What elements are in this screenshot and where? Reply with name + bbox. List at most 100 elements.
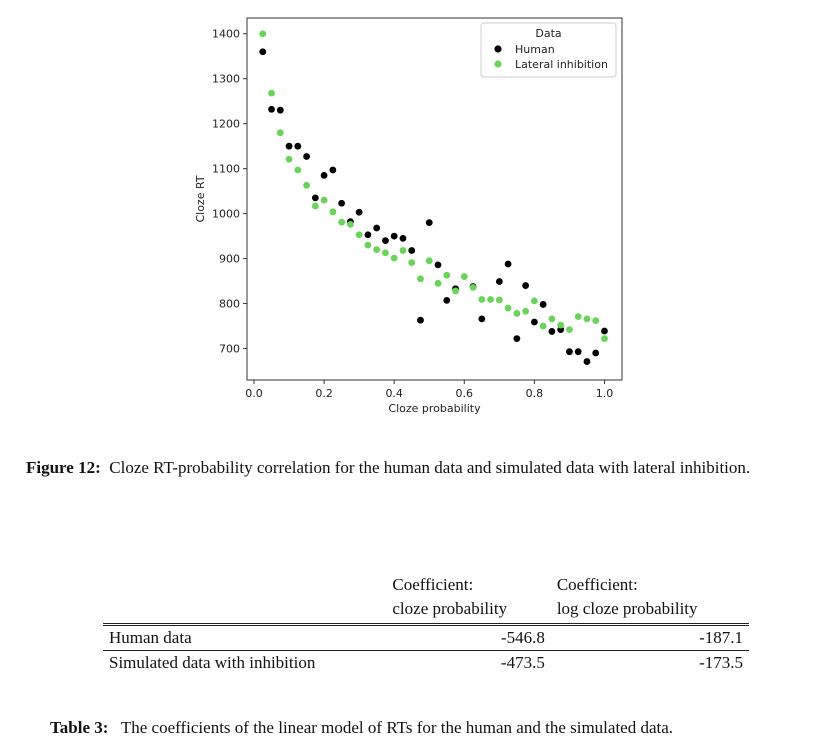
data-point-lateral-inhibition <box>495 296 503 304</box>
data-point-human <box>390 232 398 240</box>
data-point-human <box>276 106 284 114</box>
data-point-human <box>548 328 556 335</box>
x-tick-label: 1.0 <box>596 387 614 400</box>
data-point-human <box>268 105 275 113</box>
scatter-figure: 0.0 0.2 0.4 0.6 0.8 1.0 700 800 900 1000 1100 1200 1… <box>194 17 623 415</box>
y-tick-label: 900 <box>219 253 240 266</box>
data-point-human <box>338 199 346 207</box>
data-point-lateral-inhibition <box>373 246 381 253</box>
data-point-human <box>566 348 573 356</box>
data-point-human <box>408 247 416 254</box>
legend-label-lateral-inhibition: Lateral inhibition <box>515 58 608 71</box>
data-point-lateral-inhibition <box>390 254 398 262</box>
x-tick-label: 0.0 <box>245 387 263 400</box>
y-tick-label: 1100 <box>212 163 240 176</box>
data-point-human <box>601 327 608 335</box>
row-coefficient: -473.5 <box>386 650 551 675</box>
data-point-human <box>478 315 486 323</box>
data-point-human <box>399 234 407 242</box>
y-tick-label: 1200 <box>212 118 240 131</box>
y-tick-label: 1400 <box>212 28 240 41</box>
data-point-lateral-inhibition <box>443 271 451 279</box>
data-point-lateral-inhibition <box>434 279 442 287</box>
data-point-lateral-inhibition <box>530 297 538 305</box>
table-header-log-coefficient: Coefficient: log cloze probability <box>556 575 698 618</box>
data-point-human <box>504 260 512 268</box>
data-point-lateral-inhibition <box>311 202 319 210</box>
data-point-lateral-inhibition <box>276 129 284 137</box>
y-tick-label: 700 <box>219 343 240 356</box>
data-point-lateral-inhibition <box>425 257 433 265</box>
data-point-lateral-inhibition <box>601 335 608 343</box>
x-tick-label: 0.8 <box>526 387 544 400</box>
data-point-human <box>294 142 302 150</box>
data-point-human <box>320 171 328 179</box>
data-point-lateral-inhibition <box>504 304 512 312</box>
data-point-lateral-inhibition <box>329 208 337 216</box>
y-tick-label: 1000 <box>212 208 240 221</box>
figure-caption-label: Figure 12: <box>26 458 101 477</box>
table-header-coefficient: Coefficient: cloze probability <box>392 575 508 618</box>
y-axis-label: Cloze RT <box>194 175 207 222</box>
data-point-human <box>530 318 538 326</box>
legend-box <box>480 22 617 78</box>
row-log-coefficient: -173.5 <box>550 650 749 675</box>
data-point-lateral-inhibition <box>303 181 310 189</box>
data-point-human <box>355 208 363 216</box>
data-point-lateral-inhibition <box>364 241 372 249</box>
data-point-lateral-inhibition <box>522 307 530 315</box>
data-point-human <box>583 358 591 365</box>
data-point-lateral-inhibition <box>469 283 477 291</box>
row-coefficient: -546.8 <box>386 623 551 651</box>
data-point-lateral-inhibition <box>382 249 389 257</box>
data-point-lateral-inhibition <box>566 326 573 334</box>
data-point-human <box>443 297 451 304</box>
row-label: Simulated data with inhibition <box>103 650 387 675</box>
data-point-human <box>311 194 319 202</box>
data-point-lateral-inhibition <box>399 247 407 254</box>
plot-frame <box>246 17 623 381</box>
data-point-human <box>417 316 424 324</box>
data-point-lateral-inhibition <box>557 321 565 329</box>
data-point-lateral-inhibition <box>592 317 600 325</box>
x-tick-label: 0.4 <box>385 387 403 400</box>
row-log-coefficient: -187.1 <box>550 623 749 651</box>
x-tick-label: 0.6 <box>456 387 474 400</box>
data-point-lateral-inhibition <box>320 196 328 204</box>
data-point-human <box>364 231 372 239</box>
legend-title: Data <box>535 27 561 40</box>
table-caption-label: Table 3: <box>50 718 109 737</box>
y-tick-label: 1300 <box>212 73 240 86</box>
data-point-lateral-inhibition <box>539 322 547 330</box>
table-header-row: Coefficient: cloze probability Coefficien… <box>103 573 749 625</box>
table-caption: Table 3: The coefficients of the linear … <box>50 716 840 740</box>
data-point-lateral-inhibition <box>417 275 424 283</box>
data-point-lateral-inhibition <box>355 231 363 239</box>
data-point-lateral-inhibition <box>452 287 459 295</box>
data-point-lateral-inhibition <box>478 296 486 303</box>
data-point-human <box>373 224 381 232</box>
legend-marker-human <box>494 45 502 53</box>
data-point-lateral-inhibition <box>548 315 556 323</box>
row-label: Human data <box>103 623 387 651</box>
table-row: Human data -546.8 -187.1 <box>103 623 749 651</box>
table-row: Simulated data with inhibition -473.5 -1… <box>103 650 749 675</box>
data-point-human <box>539 301 547 308</box>
data-point-human <box>303 153 310 160</box>
data-point-lateral-inhibition <box>285 155 293 163</box>
coefficients-table: Coefficient: cloze probability Coefficien… <box>103 573 749 675</box>
data-point-human <box>574 348 582 356</box>
data-point-lateral-inhibition <box>294 166 302 174</box>
data-point-lateral-inhibition <box>259 30 267 38</box>
table-caption-text: The coefficients of the linear model of … <box>120 718 674 737</box>
figure-caption-text: Cloze RT-probability correlation for the… <box>109 458 751 477</box>
data-point-lateral-inhibition <box>460 273 468 280</box>
data-point-human <box>495 278 503 285</box>
data-point-lateral-inhibition <box>574 313 582 320</box>
x-tick-label: 0.2 <box>315 387 333 400</box>
data-point-human <box>382 237 389 244</box>
data-point-human <box>434 261 442 269</box>
legend-label-human: Human <box>515 43 555 56</box>
x-axis-label: Cloze probability <box>388 402 481 415</box>
data-point-human <box>329 166 337 174</box>
